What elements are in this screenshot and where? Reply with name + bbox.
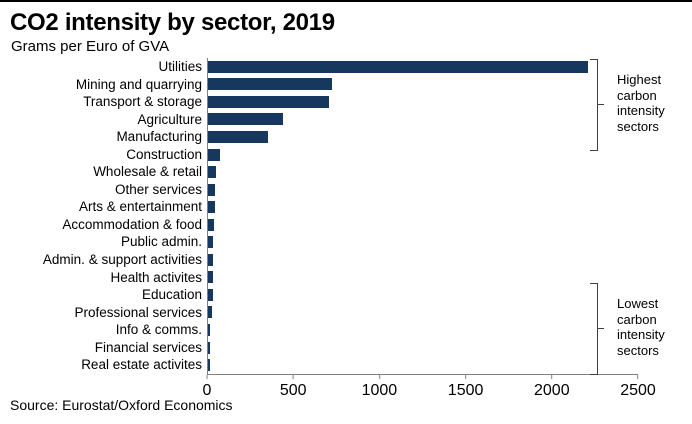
bar [208, 271, 213, 284]
bars-area [208, 58, 638, 374]
bar-row [208, 111, 638, 129]
category-label: Accommodation & food [62, 216, 202, 232]
bar [208, 359, 210, 372]
bar-row [208, 251, 638, 269]
bar [208, 306, 212, 319]
x-tick: 2000 [534, 375, 570, 400]
plot-area [207, 58, 638, 375]
x-tick-label: 500 [279, 382, 307, 399]
lowest-sectors-bracket-tick [597, 328, 604, 329]
x-tick-label: 2000 [534, 382, 570, 399]
bar-row [208, 76, 638, 94]
x-tick: 2500 [620, 375, 656, 400]
bar [208, 166, 217, 179]
category-label: Education [141, 287, 202, 303]
bar-row [208, 304, 638, 322]
category-label: Manufacturing [116, 129, 202, 145]
bar-row [208, 58, 638, 76]
x-tick-mark [378, 375, 380, 379]
x-tick: 1500 [447, 375, 484, 400]
source-note: Source: Eurostat/Oxford Economics [10, 397, 233, 413]
chart-title: CO2 intensity by sector, 2019 [10, 9, 335, 36]
x-tick-mark [637, 375, 639, 379]
bar-row [208, 233, 638, 251]
category-label: Transport & storage [83, 94, 202, 110]
category-label: Public admin. [120, 234, 202, 250]
bar [208, 253, 214, 266]
top-border-line [0, 0, 692, 2]
bar [208, 95, 330, 108]
category-label: Construction [126, 146, 202, 162]
bar-row [208, 128, 638, 146]
bar [208, 236, 214, 249]
x-tick-mark [292, 375, 294, 379]
bar [208, 130, 269, 143]
category-label: Other services [114, 181, 202, 197]
bar-row [208, 286, 638, 304]
category-label: Info & comms. [115, 322, 202, 338]
lowest-sectors-annotation: Lowest carbon intensity sectors [617, 296, 665, 358]
highest-sectors-bracket-tick [597, 104, 604, 105]
category-label: Utilities [158, 59, 202, 74]
x-tick-mark [465, 375, 467, 379]
lowest-sectors-bracket [590, 283, 598, 375]
category-label: Wholesale & retail [93, 164, 202, 180]
category-label: Health activites [110, 269, 202, 285]
bar-row [208, 93, 638, 111]
x-tick-label: 1500 [447, 382, 484, 399]
category-label: Admin. & support activities [42, 252, 202, 268]
category-label: Arts & entertainment [78, 199, 202, 215]
bar-row [208, 146, 638, 164]
x-tick-mark [206, 375, 208, 379]
bar-row [208, 321, 638, 339]
x-tick: 500 [280, 375, 307, 400]
category-labels: Utilities Mining and quarrying Transport &… [0, 58, 202, 374]
x-axis-ticks: 0 500 1000 1500 2000 2500 [203, 375, 656, 405]
category-label: Financial services [94, 339, 202, 355]
bar [208, 113, 283, 126]
bar [208, 60, 589, 73]
bar [208, 148, 221, 161]
x-tick-label: 1000 [361, 382, 398, 399]
x-tick-label: 2500 [620, 382, 656, 399]
x-tick-mark [551, 375, 553, 379]
category-label: Agriculture [137, 111, 202, 127]
bar [208, 201, 215, 214]
bar-row [208, 339, 638, 357]
bar-row [208, 181, 638, 199]
category-label: Mining and quarrying [75, 76, 202, 92]
bar-row [208, 216, 638, 234]
bar-row [208, 163, 638, 181]
bar-row [208, 356, 638, 374]
bar [208, 323, 211, 336]
bar [208, 218, 215, 231]
bar-row [208, 269, 638, 287]
bar-row [208, 198, 638, 216]
bar [208, 288, 213, 301]
category-label: Real estate activites [81, 357, 202, 373]
bar [208, 183, 216, 196]
highest-sectors-bracket [590, 59, 598, 151]
highest-sectors-annotation: Highest carbon intensity sectors [617, 72, 665, 134]
bar [208, 341, 210, 354]
x-tick: 0 [202, 375, 212, 400]
x-tick-label: 0 [202, 382, 212, 399]
chart-subtitle: Grams per Euro of GVA [11, 38, 170, 55]
bar [208, 78, 332, 91]
x-tick: 1000 [361, 375, 398, 400]
category-label: Professional services [74, 304, 202, 320]
